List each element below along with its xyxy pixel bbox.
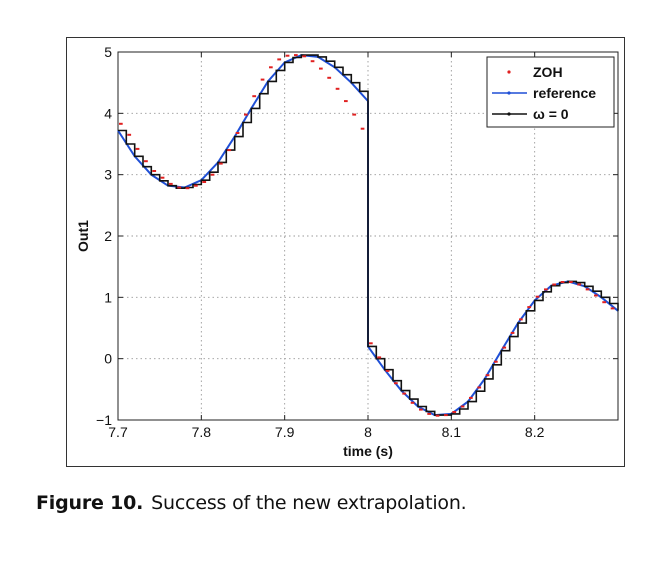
y-tick-label: 2: [104, 228, 112, 244]
y-tick-label: 5: [104, 44, 112, 60]
caption-text: Success of the new extrapolation.: [151, 492, 467, 514]
legend-swatch-zoh: [507, 70, 511, 74]
chart: 7.7 7.8 7.9 8 8.1 8.2 −1 0 1 2 3 4 5 time (s) Out1 ZOH r…: [75, 44, 619, 459]
x-tick-label: 8.2: [525, 424, 545, 440]
legend-label-reference: reference: [533, 85, 596, 101]
legend-label-omega0: ω = 0: [533, 106, 569, 122]
x-tick-label: 8: [364, 424, 372, 440]
y-tick-label: 4: [104, 105, 112, 121]
y-tick-label: 1: [104, 289, 112, 305]
y-tick-label: 0: [104, 351, 112, 367]
figure-caption: Figure 10. Success of the new extrapolati…: [36, 492, 467, 514]
x-tick-label: 7.8: [192, 424, 212, 440]
legend-marker-omega0: [507, 112, 511, 116]
series-line-omega0: [118, 54, 619, 416]
x-tick-label: 8.1: [442, 424, 462, 440]
x-axis-label: time (s): [343, 443, 393, 459]
y-axis-label: Out1: [75, 220, 91, 252]
legend-marker-reference: [507, 91, 511, 95]
x-tick-label: 7.9: [275, 424, 295, 440]
caption-label: Figure 10.: [36, 492, 144, 514]
y-tick-label: −1: [96, 412, 112, 428]
x-tick-label: 7.7: [108, 424, 128, 440]
legend-label-zoh: ZOH: [533, 64, 563, 80]
y-tick-label: 3: [104, 167, 112, 183]
